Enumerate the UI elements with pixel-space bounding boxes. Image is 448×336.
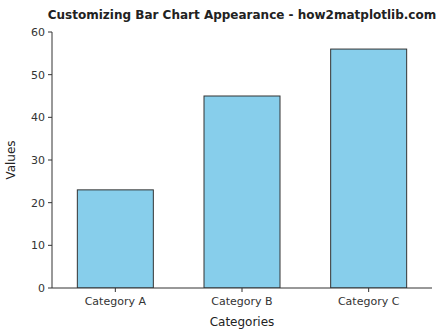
x-axis-label: Categories [210, 315, 275, 329]
y-tick-label: 50 [31, 69, 45, 82]
title: Customizing Bar Chart Appearance - how2m… [48, 8, 436, 22]
y-tick [48, 74, 52, 75]
y-tick [48, 32, 52, 33]
x-tick [368, 288, 369, 292]
x-tick-label: Category B [211, 295, 272, 308]
x-tick [242, 288, 243, 292]
y-tick [48, 245, 52, 246]
y-tick-label: 20 [31, 197, 45, 210]
y-tick [48, 117, 52, 118]
x-tick [115, 288, 116, 292]
y-tick-label: 40 [31, 111, 45, 124]
chart: 0 10 20 30 40 50 60 Category A Category B Categor… [0, 0, 448, 336]
bar [77, 190, 153, 288]
y-tick-label: 60 [31, 26, 45, 39]
x-tick-label: Category A [85, 295, 147, 308]
y-tick-label: 30 [31, 154, 45, 167]
y-tick [48, 160, 52, 161]
bar [331, 49, 407, 288]
y-tick-label: 10 [31, 239, 45, 252]
y-axis-label: Values [4, 140, 18, 179]
x-tick-label: Category C [338, 295, 400, 308]
y-tick [48, 288, 52, 289]
y-tick [48, 202, 52, 203]
y-tick-label: 0 [38, 282, 45, 295]
bars [77, 49, 406, 288]
bar [204, 96, 280, 288]
